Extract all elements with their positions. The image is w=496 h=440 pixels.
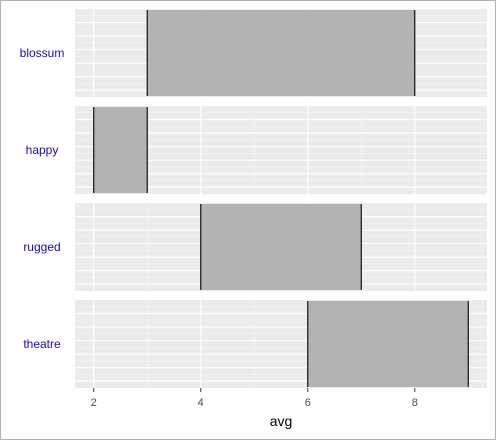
range-bar-blossum: [147, 10, 415, 96]
facet-panels: blossum happy rugged theatre: [20, 9, 487, 388]
facet-label: blossum: [20, 46, 65, 60]
x-axis-title: avg: [270, 413, 293, 429]
x-axis: 2 4 6 8: [91, 388, 418, 409]
x-tick-label: 2: [91, 397, 97, 409]
range-bar-rugged: [200, 204, 362, 290]
x-tick-label: 6: [305, 397, 311, 409]
range-bar-theatre: [307, 301, 469, 387]
facet-panel-blossum: blossum: [20, 9, 487, 97]
range-bar-happy: [93, 107, 148, 193]
x-tick-label: 8: [412, 397, 418, 409]
facet-label: happy: [26, 143, 59, 157]
x-tick-label: 4: [198, 397, 204, 409]
facet-label: theatre: [23, 337, 61, 351]
facet-label: rugged: [23, 240, 60, 254]
facet-panel-happy: happy: [26, 106, 487, 194]
facet-panel-rugged: rugged: [23, 203, 487, 291]
facet-panel-theatre: theatre: [23, 300, 487, 388]
